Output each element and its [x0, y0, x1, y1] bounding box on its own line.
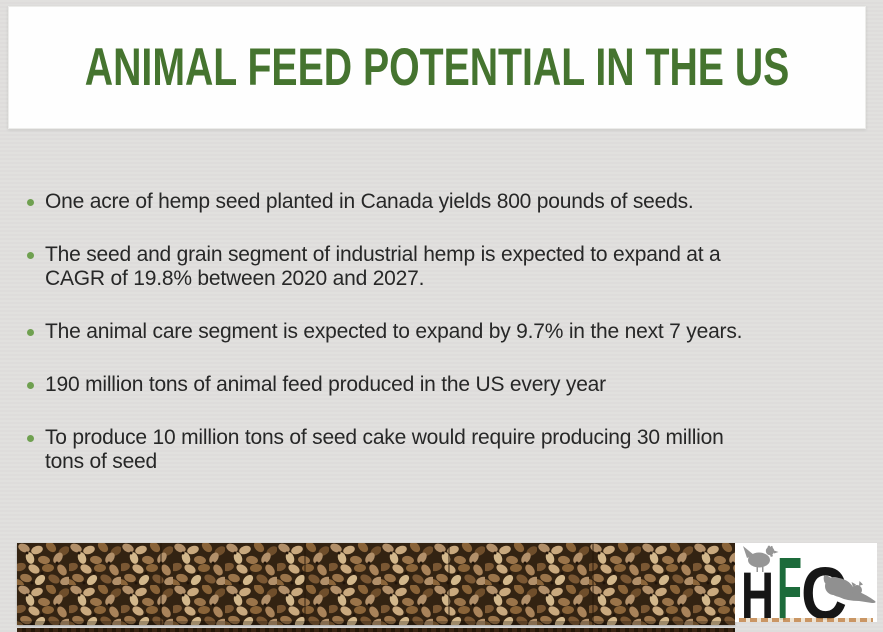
bullet-text: 190 million tons of animal feed produced… [45, 373, 606, 396]
bullet-item: 190 million tons of animal feed produced… [27, 373, 849, 397]
bullet-icon [27, 382, 34, 389]
title-box: ANIMAL FEED POTENTIAL IN THE US [8, 6, 866, 129]
cat-icon [823, 575, 876, 603]
bullet-list: One acre of hemp seed planted in Canada … [27, 190, 849, 474]
bullet-item: The seed and grain segment of industrial… [27, 243, 849, 291]
hfc-logo: H F C [735, 540, 877, 632]
hemp-seeds-texture [17, 543, 735, 625]
logo-letter-f: F [777, 543, 802, 622]
bullet-item: To produce 10 million tons of seed cake … [27, 426, 849, 474]
bullet-icon [27, 252, 34, 259]
bullet-text: The seed and grain segment of industrial… [45, 243, 721, 290]
hemp-seeds-image [17, 543, 735, 625]
bullet-icon [27, 435, 34, 442]
hen-icon [743, 545, 779, 572]
bullet-item: One acre of hemp seed planted in Canada … [27, 190, 849, 214]
bullet-text: One acre of hemp seed planted in Canada … [45, 190, 694, 213]
bullet-icon [27, 199, 34, 206]
bullet-text: To produce 10 million tons of seed cake … [45, 426, 724, 473]
page-title: ANIMAL FEED POTENTIAL IN THE US [84, 38, 790, 97]
hemp-seeds-image-cropped [17, 628, 735, 632]
hfc-logo-graphic: H F C [741, 540, 876, 632]
bullet-text: The animal care segment is expected to e… [45, 320, 743, 343]
bullet-item: The animal care segment is expected to e… [27, 320, 849, 344]
bullet-icon [27, 329, 34, 336]
content-area: One acre of hemp seed planted in Canada … [27, 190, 849, 503]
logo-caption-cropped [739, 618, 873, 622]
